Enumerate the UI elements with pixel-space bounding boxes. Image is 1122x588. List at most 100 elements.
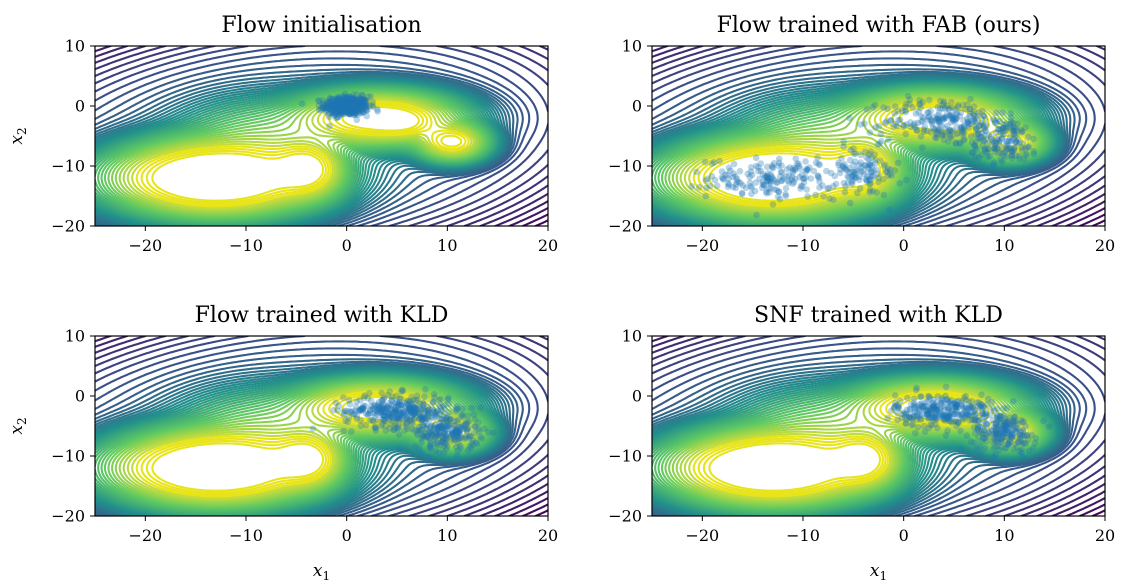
- sample-point: [431, 411, 439, 418]
- sample-point: [340, 110, 348, 118]
- sample-point: [713, 182, 721, 190]
- sample-point: [341, 104, 348, 111]
- sample-point: [830, 196, 837, 203]
- sample-point: [911, 120, 918, 127]
- sample-point: [348, 96, 356, 103]
- sample-point: [369, 102, 376, 109]
- sample-point: [326, 122, 333, 130]
- sample-point: [914, 423, 922, 431]
- contour-line: [131, 98, 473, 209]
- sample-point: [880, 191, 888, 199]
- sample-point: [343, 99, 351, 106]
- sample-point: [341, 104, 348, 111]
- sample-point: [981, 116, 989, 123]
- sample-point: [343, 102, 350, 110]
- sample-point: [332, 102, 340, 109]
- sample-point: [1017, 416, 1025, 424]
- sample-point: [440, 411, 448, 419]
- sample-point: [352, 101, 360, 108]
- sample-point: [330, 104, 338, 112]
- sample-point: [420, 400, 427, 408]
- sample-point: [1009, 148, 1016, 155]
- sample-point: [341, 103, 349, 110]
- sample-point: [345, 397, 353, 404]
- sample-point: [993, 430, 1001, 438]
- sample-point: [935, 408, 943, 416]
- sample-point: [356, 106, 364, 114]
- contour-line: [95, 68, 515, 226]
- sample-point: [345, 103, 353, 110]
- sample-point: [457, 445, 464, 452]
- x-tick-label: 0: [342, 236, 352, 255]
- sample-point: [981, 424, 989, 432]
- sample-point: [336, 105, 344, 112]
- sample-point: [972, 153, 979, 161]
- sample-point: [454, 405, 461, 413]
- contour-line: [95, 87, 491, 223]
- sample-point: [970, 411, 977, 419]
- sample-point: [769, 201, 777, 208]
- x-tick-label: 0: [899, 236, 909, 255]
- sample-point: [1011, 426, 1019, 434]
- sample-point: [1003, 404, 1011, 412]
- sample-point: [421, 393, 428, 401]
- sample-point: [351, 100, 359, 107]
- sample-point: [356, 100, 364, 107]
- x-tick-label: 10: [994, 526, 1014, 545]
- sample-point: [1025, 447, 1033, 455]
- sample-point: [372, 423, 379, 430]
- sample-point: [840, 138, 847, 145]
- sample-point: [359, 99, 366, 106]
- sample-point: [770, 186, 778, 193]
- sample-point: [335, 102, 342, 110]
- sample-point: [350, 102, 358, 109]
- sample-point: [326, 109, 334, 117]
- sample-point: [323, 104, 330, 112]
- sample-point: [870, 172, 877, 180]
- sample-point: [857, 121, 864, 128]
- sample-point: [979, 107, 986, 115]
- sample-point: [339, 99, 346, 106]
- sample-point: [435, 449, 443, 456]
- sample-point: [348, 103, 356, 111]
- sample-point: [469, 441, 477, 449]
- sample-point: [355, 98, 363, 105]
- sample-point: [329, 102, 336, 110]
- sample-point: [328, 98, 335, 105]
- sample-point: [338, 108, 346, 115]
- sample-point: [353, 398, 361, 405]
- contour-line: [103, 90, 486, 219]
- sample-point: [795, 160, 802, 167]
- x-tick-label: −20: [685, 236, 719, 255]
- x-tick-label: −20: [128, 526, 162, 545]
- sample-point: [866, 186, 874, 194]
- x-axis-label: x1: [870, 561, 887, 583]
- sample-point: [753, 162, 760, 170]
- sample-point: [396, 446, 403, 454]
- x-tick-label: 10: [437, 236, 457, 255]
- sample-point: [344, 103, 351, 111]
- y-tick-label: 0: [75, 97, 85, 116]
- sample-point: [978, 391, 985, 399]
- sample-point: [825, 184, 833, 192]
- sample-point: [934, 112, 942, 119]
- sample-point: [447, 415, 454, 423]
- x-tick-label: −20: [685, 526, 719, 545]
- sample-point: [1019, 453, 1026, 461]
- sample-point: [982, 438, 990, 445]
- sample-point: [397, 395, 405, 403]
- sample-point: [346, 100, 354, 107]
- sample-point: [782, 185, 790, 192]
- sample-point: [335, 96, 342, 104]
- sample-point: [316, 97, 323, 105]
- sample-point: [353, 102, 360, 110]
- sample-point: [916, 101, 923, 108]
- sample-point: [967, 404, 975, 411]
- y-axis-label: x2: [7, 417, 29, 434]
- contour-line: [1091, 219, 1105, 226]
- sample-point: [380, 408, 387, 416]
- sample-point: [399, 420, 407, 427]
- contour-line: [521, 503, 548, 516]
- sample-point: [464, 446, 472, 454]
